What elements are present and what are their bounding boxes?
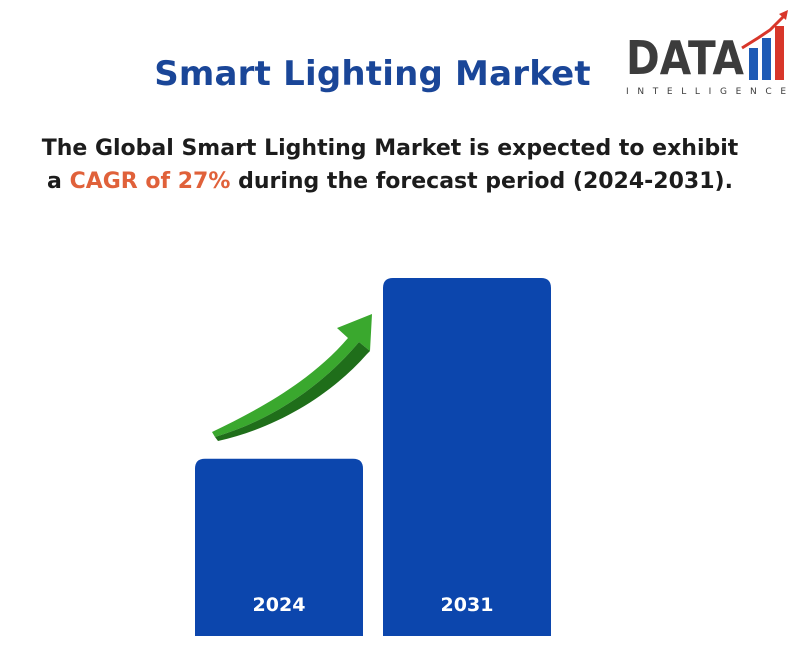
bar-2031 — [383, 278, 551, 636]
headline-part-2: during the forecast period (2024-2031). — [230, 169, 733, 194]
logo-bar-1 — [749, 48, 758, 80]
page-title: Smart Lighting Market — [154, 54, 591, 94]
logo-bar-2 — [762, 38, 771, 80]
bars-group — [195, 278, 551, 636]
growth-arrow-icon — [212, 314, 372, 441]
bar-label-2024: 2024 — [253, 594, 306, 616]
logo-bar-3 — [775, 26, 784, 80]
cagr-highlight: CAGR of 27% — [69, 169, 231, 194]
bar-label-2031: 2031 — [441, 594, 494, 616]
data-intelligence-logo: DATA INTELLIGENCE — [626, 10, 788, 97]
logo-trend-arrow-icon — [779, 10, 788, 20]
logo-word: DATA — [626, 31, 744, 85]
headline-text: The Global Smart Lighting Market is expe… — [40, 132, 740, 198]
bar-2024 — [195, 458, 363, 636]
logo-trend-line-icon — [741, 14, 786, 50]
labels-group: 2024 2031 — [253, 594, 494, 616]
headline-part-1: The Global Smart Lighting Market is expe… — [41, 136, 739, 194]
